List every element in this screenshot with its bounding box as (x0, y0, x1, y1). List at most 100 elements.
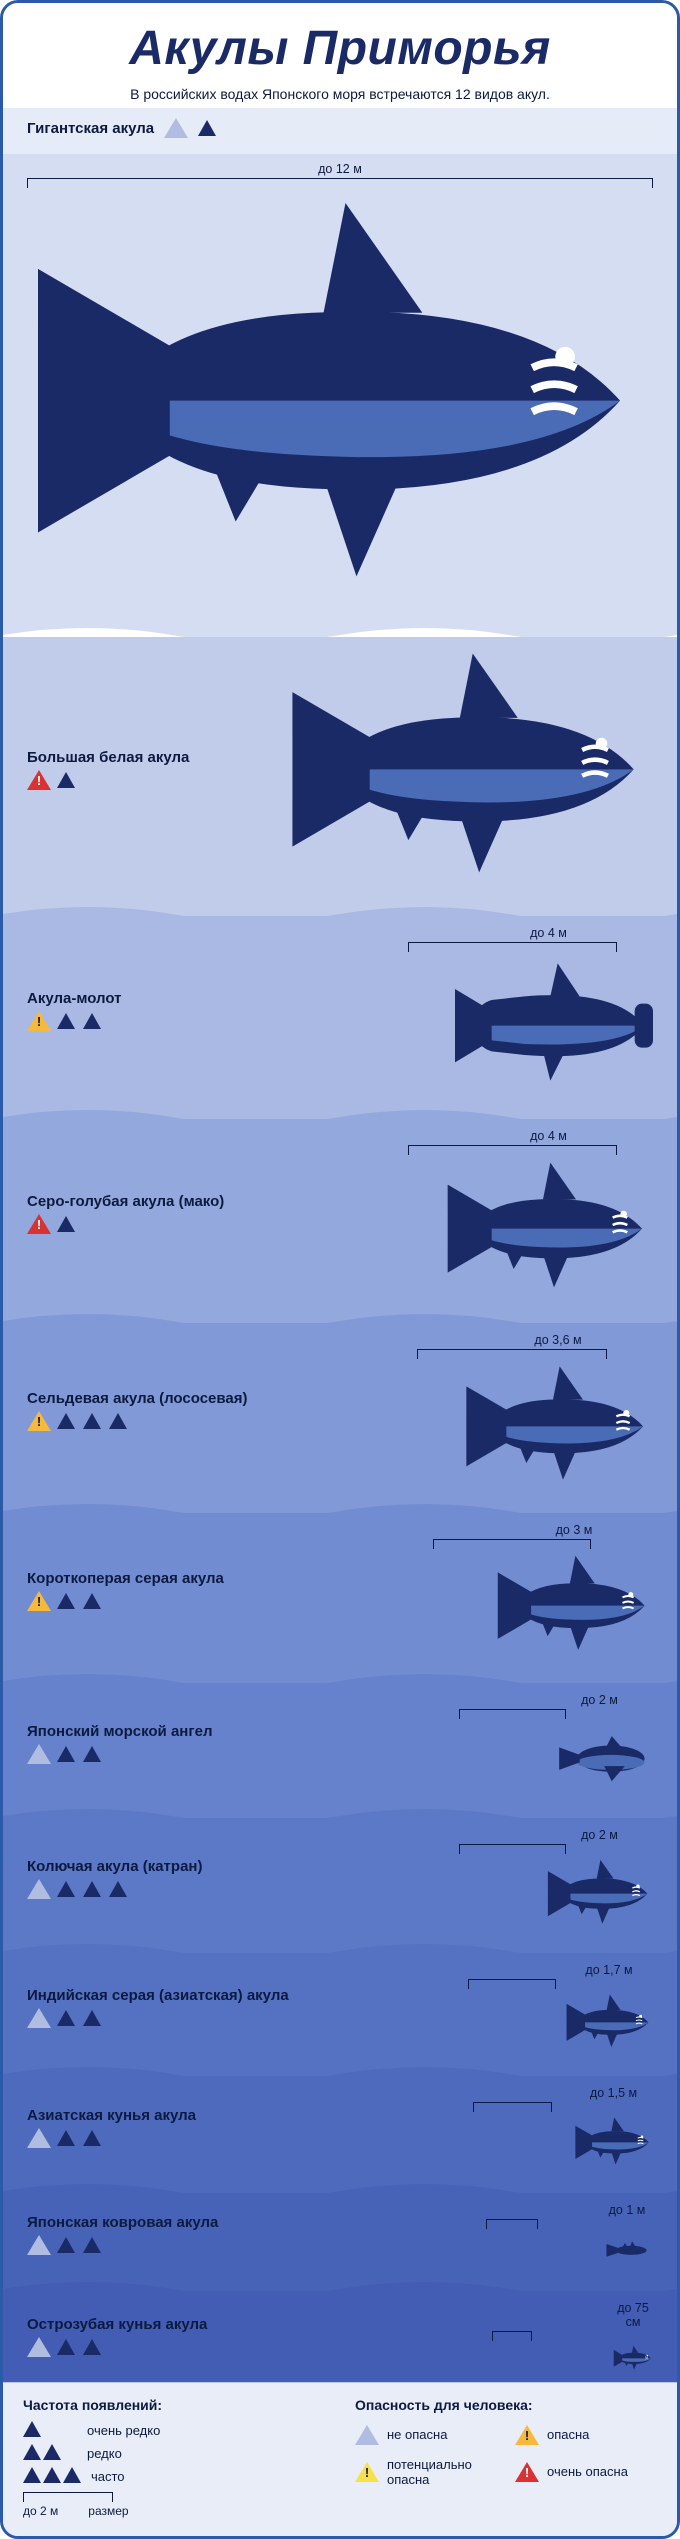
danger-none-icon (27, 1879, 51, 1899)
shark-name: Индийская серая (азиатская) акула (27, 1987, 371, 2004)
size-label: до 1,7 м (565, 1963, 653, 1977)
legend-danger-label: потенциально опасна (387, 2457, 497, 2487)
size-label: до 4 м (444, 1129, 653, 1143)
wave-separator (3, 2277, 677, 2291)
frequency-triangle-icon (23, 2467, 41, 2483)
wave-separator (3, 1309, 677, 1323)
danger-none-icon (27, 2337, 51, 2357)
danger-danger-icon: ! (515, 2425, 539, 2445)
legend-frequency: Частота появлений: очень редко редко час… (23, 2397, 325, 2518)
danger-none-icon (27, 2008, 51, 2028)
frequency-triangle-icon (198, 120, 216, 136)
frequency-triangle-icon (83, 2339, 101, 2355)
shark-silhouette (286, 647, 653, 892)
legend-freq-row: редко (23, 2444, 325, 2463)
legend-freq-row: очень редко (23, 2421, 325, 2440)
frequency-triangle-icon (83, 2130, 101, 2146)
danger-none-icon (27, 2128, 51, 2148)
shark-band: Азиатская кунья акула до 1,5 м (3, 2076, 677, 2179)
size-label: до 2 м (546, 1693, 653, 1707)
danger-none-icon (164, 118, 188, 138)
shark-bands: Гигантская акула до 12 м Большая (3, 108, 677, 2382)
legend-danger-row: не опасна (355, 2425, 497, 2445)
shark-silhouette (565, 1993, 653, 2052)
legend-danger-label: опасна (547, 2427, 589, 2442)
shark-band: Гигантская акула (3, 108, 677, 154)
legend-freq-label: очень редко (87, 2423, 160, 2438)
danger-potential-icon: ! (355, 2462, 379, 2482)
legend-size: до 2 м размер (23, 2492, 325, 2518)
frequency-triangle-icon (57, 1746, 75, 1762)
frequency-triangle-icon (57, 1013, 75, 1029)
shark-silhouette (574, 2116, 653, 2169)
shark-silhouette (546, 1723, 653, 1794)
legend-freq-label: часто (91, 2469, 125, 2484)
frequency-triangle-icon (57, 2130, 75, 2146)
shark-band: Японская ковровая акула до 1 м (3, 2193, 677, 2278)
frequency-triangle-icon (23, 2444, 41, 2460)
header: Акулы Приморья В российских водах Японск… (3, 3, 677, 108)
shark-band: Индийская серая (азиатская) акула до 1,7… (3, 1953, 677, 2062)
legend-freq-title: Частота появлений: (23, 2397, 325, 2413)
frequency-triangle-icon (83, 1746, 101, 1762)
legend-freq-label: редко (87, 2446, 122, 2461)
legend-size-example: до 2 м (23, 2504, 58, 2518)
wave-separator (3, 1804, 677, 1818)
shark-silhouette (463, 1363, 653, 1490)
frequency-triangle-icon (109, 1881, 127, 1897)
frequency-triangle-icon (109, 1413, 127, 1429)
shark-band: Острозубая кунья акула до 75 см (3, 2291, 677, 2382)
frequency-triangle-icon (83, 2010, 101, 2026)
shark-name: Азиатская кунья акула (27, 2107, 371, 2124)
danger-danger-icon: ! (27, 1411, 51, 1431)
shark-silhouette (495, 1553, 653, 1658)
danger-none-icon (27, 1744, 51, 1764)
shark-silhouette (444, 956, 653, 1095)
shark-name: Акула-молот (27, 990, 371, 1007)
danger-danger-icon: ! (27, 1011, 51, 1031)
shark-name: Серо-голубая акула (мако) (27, 1193, 371, 1210)
wave-separator (3, 902, 677, 916)
legend: Частота появлений: очень редко редко час… (3, 2382, 677, 2536)
size-label: до 3,6 м (463, 1333, 653, 1347)
size-label: до 3 м (495, 1523, 653, 1537)
danger-none-icon (355, 2425, 379, 2445)
subtitle: В российских водах Японского моря встреч… (23, 86, 657, 102)
shark-name: Острозубая кунья акула (27, 2316, 371, 2333)
shark-band: Большая белая акула ! (3, 637, 677, 902)
shark-name: Короткоперая серая акула (27, 1570, 371, 1587)
frequency-triangle-icon (57, 2237, 75, 2253)
shark-name: Колючая акула (катран) (27, 1858, 371, 1875)
legend-freq-row: часто (23, 2467, 325, 2486)
shark-silhouette (27, 192, 653, 609)
size-label: до 4 м (444, 926, 653, 940)
frequency-triangle-icon (57, 772, 75, 788)
frequency-triangle-icon (43, 2467, 61, 2483)
shark-silhouette (444, 1159, 653, 1298)
legend-danger: Опасность для человека: не опасна ! опас… (355, 2397, 657, 2518)
wave-separator (3, 1939, 677, 1953)
danger-very-icon: ! (27, 1214, 51, 1234)
shark-name: Гигантская акула (27, 120, 154, 137)
size-label: до 75 см (613, 2301, 653, 2329)
frequency-triangle-icon (83, 1013, 101, 1029)
shark-band: до 12 м (3, 154, 677, 623)
wave-separator (3, 623, 677, 637)
shark-band: Колючая акула (катран) до 2 м (3, 1818, 677, 1939)
frequency-triangle-icon (63, 2467, 81, 2483)
infographic-poster: Акулы Приморья В российских водах Японск… (0, 0, 680, 2539)
legend-danger-row: ! опасна (515, 2425, 657, 2445)
frequency-triangle-icon (83, 1881, 101, 1897)
wave-separator (3, 2062, 677, 2076)
legend-danger-row: ! потенциально опасна (355, 2457, 497, 2487)
frequency-triangle-icon (57, 1413, 75, 1429)
legend-size-label: размер (88, 2504, 128, 2518)
wave-separator (3, 2179, 677, 2193)
danger-danger-icon: ! (27, 1591, 51, 1611)
shark-name: Большая белая акула (27, 749, 286, 766)
frequency-triangle-icon (83, 2237, 101, 2253)
shark-name: Японский морской ангел (27, 1723, 371, 1740)
shark-band: Сельдевая акула (лососевая) ! до 3,6 м (3, 1323, 677, 1500)
size-label: до 2 м (546, 1828, 653, 1842)
page-title: Акулы Приморья (23, 21, 657, 76)
